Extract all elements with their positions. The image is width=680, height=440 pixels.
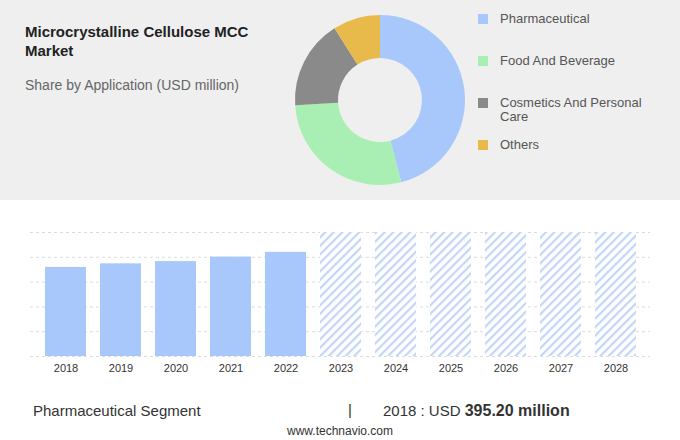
html-text:Cosmetics And Personal Care: Cosmetics And Personal Care — [500, 95, 642, 124]
svg-text:2019: 2019 — [109, 362, 133, 374]
svg-text:2021: 2021 — [219, 362, 243, 374]
svg-text:2028: 2028 — [604, 362, 628, 374]
svg-text:2027: 2027 — [549, 362, 573, 374]
html-text:www.technavio.com: www.technavio.com — [287, 424, 393, 438]
html-text:Share by Application (USD mill: Share by Application (USD million) — [25, 77, 239, 93]
svg-text:2022: 2022 — [274, 362, 298, 374]
svg-text:2023: 2023 — [329, 362, 353, 374]
html-text:2018 : USD 395.20 million: 2018 : USD 395.20 million — [383, 402, 570, 419]
html-text:Pharmaceutical: Pharmaceutical — [500, 11, 590, 26]
svg-text:2026: 2026 — [494, 362, 518, 374]
html-text:Microcrystalline Cellulose MCC: Microcrystalline Cellulose MCC Market — [25, 23, 249, 59]
svg-text:2024: 2024 — [384, 362, 408, 374]
html-text:Pharmaceutical Segment: Pharmaceutical Segment — [33, 402, 201, 419]
html-text:Food And Beverage: Food And Beverage — [500, 53, 615, 68]
svg-text:2020: 2020 — [164, 362, 188, 374]
svg-text:2018: 2018 — [54, 362, 78, 374]
html-text:Others: Others — [500, 137, 539, 152]
svg-text:2025: 2025 — [439, 362, 463, 374]
